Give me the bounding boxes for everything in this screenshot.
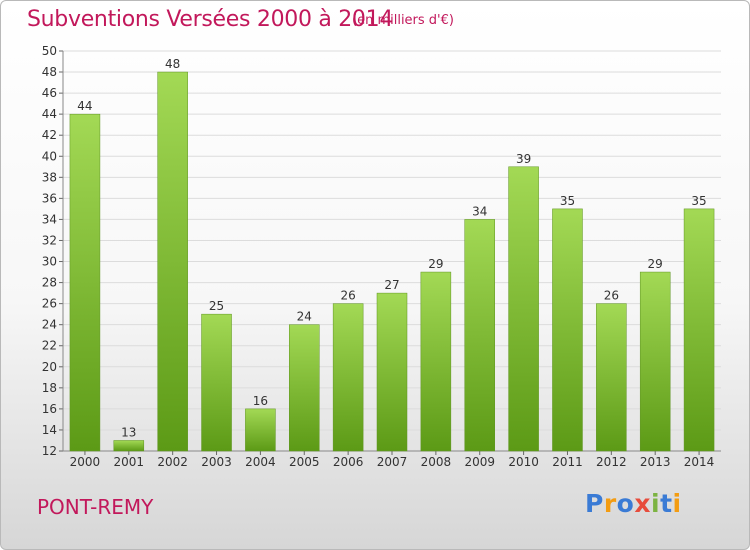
y-tick-label: 46 bbox=[42, 86, 57, 100]
x-tick-label: 2013 bbox=[640, 455, 671, 469]
x-tick-label: 2004 bbox=[245, 455, 276, 469]
y-tick-label: 44 bbox=[42, 107, 57, 121]
commune-name: PONT-REMY bbox=[37, 495, 154, 519]
logo-letter: r bbox=[603, 489, 617, 518]
y-tick-label: 40 bbox=[42, 149, 57, 163]
y-tick-label: 30 bbox=[42, 255, 57, 269]
bar bbox=[289, 324, 320, 452]
proxiti-logo: Proxiti bbox=[585, 489, 682, 518]
y-tick-label: 34 bbox=[42, 212, 57, 226]
logo-letter: i bbox=[651, 489, 661, 518]
x-tick-label: 2000 bbox=[70, 455, 101, 469]
y-tick-label: 28 bbox=[42, 276, 57, 290]
y-tick-label: 18 bbox=[42, 381, 57, 395]
x-tick-label: 2012 bbox=[596, 455, 627, 469]
x-tick-label: 2001 bbox=[114, 455, 145, 469]
y-tick-label: 36 bbox=[42, 191, 57, 205]
y-tick-label: 48 bbox=[42, 65, 57, 79]
bar bbox=[157, 71, 188, 452]
bar-value-label: 34 bbox=[472, 204, 487, 218]
logo-letter: P bbox=[585, 489, 604, 518]
bar-value-label: 29 bbox=[428, 257, 443, 271]
chart-subtitle: (en milliers d'€) bbox=[352, 13, 454, 28]
x-tick-label: 2007 bbox=[377, 455, 408, 469]
y-tick-label: 22 bbox=[42, 339, 57, 353]
x-tick-label: 2009 bbox=[464, 455, 495, 469]
bar bbox=[113, 440, 145, 452]
bar bbox=[508, 166, 539, 452]
bar bbox=[69, 113, 101, 452]
bar-value-label: 24 bbox=[297, 310, 312, 324]
x-tick-label: 2014 bbox=[684, 455, 715, 469]
bar bbox=[464, 219, 495, 452]
y-tick-label: 32 bbox=[42, 233, 57, 247]
y-tick-label: 24 bbox=[42, 318, 57, 332]
bar bbox=[245, 408, 276, 452]
bar-value-label: 39 bbox=[516, 152, 531, 166]
chart-title: Subventions Versées 2000 à 2014 bbox=[27, 7, 394, 32]
x-tick-label: 2002 bbox=[157, 455, 188, 469]
y-tick-label: 16 bbox=[42, 402, 57, 416]
x-tick-label: 2010 bbox=[508, 455, 539, 469]
x-tick-label: 2006 bbox=[333, 455, 364, 469]
bar bbox=[596, 303, 627, 452]
bar bbox=[639, 271, 671, 452]
y-tick-label: 14 bbox=[42, 423, 57, 437]
bar bbox=[376, 292, 408, 452]
bar-value-label: 26 bbox=[604, 289, 619, 303]
bar-value-label: 44 bbox=[77, 99, 92, 113]
logo-letter: i bbox=[672, 489, 682, 518]
y-tick-label: 20 bbox=[42, 360, 57, 374]
y-tick-label: 38 bbox=[42, 170, 57, 184]
bar-value-label: 13 bbox=[121, 425, 136, 439]
y-tick-label: 42 bbox=[42, 128, 57, 142]
y-tick-label: 26 bbox=[42, 297, 57, 311]
logo-letter: t bbox=[660, 489, 673, 518]
bar-value-label: 29 bbox=[648, 257, 663, 271]
bar-value-label: 16 bbox=[253, 394, 268, 408]
bar bbox=[683, 208, 715, 452]
x-tick-label: 2008 bbox=[421, 455, 452, 469]
x-tick-label: 2005 bbox=[289, 455, 320, 469]
logo-letter: o bbox=[616, 489, 635, 518]
x-tick-label: 2003 bbox=[201, 455, 232, 469]
bar-value-label: 35 bbox=[691, 194, 706, 208]
bar-value-label: 26 bbox=[340, 289, 355, 303]
bar bbox=[552, 208, 583, 452]
y-tick-label: 12 bbox=[42, 444, 57, 458]
bar-value-label: 35 bbox=[560, 194, 575, 208]
bar-value-label: 48 bbox=[165, 57, 180, 71]
bar-value-label: 27 bbox=[384, 278, 399, 292]
y-tick-label: 50 bbox=[42, 44, 57, 58]
bar bbox=[420, 271, 452, 452]
bar bbox=[332, 303, 364, 452]
logo-letter: x bbox=[634, 489, 651, 518]
x-tick-label: 2011 bbox=[552, 455, 583, 469]
bar-value-label: 25 bbox=[209, 299, 224, 313]
bar bbox=[201, 313, 232, 452]
